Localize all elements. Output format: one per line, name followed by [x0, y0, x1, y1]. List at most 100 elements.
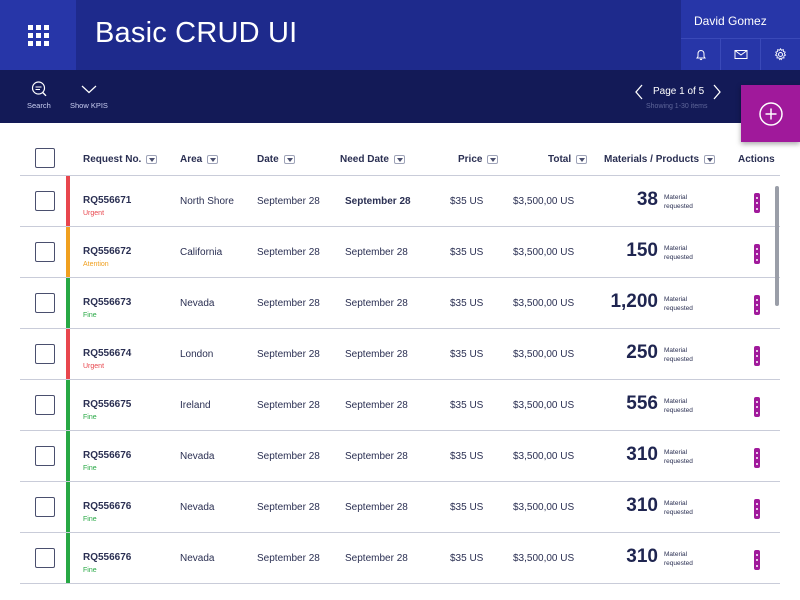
kebab-dot: [756, 360, 758, 363]
price-cell: $35 US: [450, 247, 484, 258]
row-checkbox[interactable]: [35, 191, 55, 211]
materials-label: Material requested: [664, 550, 693, 568]
table-row[interactable]: RQ556673 Fine Nevada September 28 Septem…: [20, 278, 780, 329]
table-header: Request No. Area Date Need Date Price To…: [20, 142, 780, 176]
kebab-dot: [756, 258, 758, 261]
user-panel: David Gomez: [681, 0, 800, 70]
row-checkbox[interactable]: [35, 548, 55, 568]
row-actions-button[interactable]: [754, 397, 760, 417]
request-number[interactable]: RQ556676: [83, 501, 132, 512]
row-checkbox[interactable]: [35, 344, 55, 364]
table-row[interactable]: RQ556672 Atention California September 2…: [20, 227, 780, 278]
kebab-dot: [756, 508, 758, 510]
sort-icon[interactable]: [704, 155, 716, 164]
column-area[interactable]: Area: [180, 154, 219, 165]
status-indicator: [66, 533, 70, 583]
request-number[interactable]: RQ556674: [83, 348, 132, 359]
status-label: Fine: [83, 516, 97, 523]
row-actions-button[interactable]: [754, 244, 760, 264]
materials-label: Material requested: [664, 448, 693, 466]
table-body: RQ556671 Urgent North Shore September 28…: [20, 176, 780, 584]
request-number[interactable]: RQ556672: [83, 246, 132, 257]
column-actions-label: Actions: [738, 154, 775, 165]
user-name[interactable]: David Gomez: [694, 14, 767, 28]
materials-label-line-1: Material: [664, 551, 688, 558]
column-date[interactable]: Date: [257, 154, 295, 165]
price-cell: $35 US: [450, 451, 484, 462]
date-cell: September 28: [257, 553, 320, 564]
request-number[interactable]: RQ556676: [83, 450, 132, 461]
status-label: Fine: [83, 567, 97, 574]
sort-icon[interactable]: [207, 155, 219, 164]
kebab-dot: [756, 207, 758, 210]
row-checkbox[interactable]: [35, 446, 55, 466]
sort-icon[interactable]: [487, 155, 499, 164]
sort-icon[interactable]: [576, 155, 588, 164]
row-actions-button[interactable]: [754, 193, 760, 213]
column-request[interactable]: Request No.: [83, 154, 158, 165]
price-cell: $35 US: [450, 349, 484, 360]
kebab-dot: [756, 298, 758, 301]
request-number[interactable]: RQ556675: [83, 399, 132, 410]
row-actions-button[interactable]: [754, 499, 760, 519]
area-cell: Nevada: [180, 502, 215, 513]
table-row[interactable]: RQ556674 Urgent London September 28 Sept…: [20, 329, 780, 380]
show-kpis-button[interactable]: Show KPIS: [70, 80, 108, 110]
status-indicator: [66, 380, 70, 430]
status-indicator: [66, 227, 70, 277]
row-actions-button[interactable]: [754, 346, 760, 366]
kebab-dot: [756, 309, 758, 312]
column-need-date[interactable]: Need Date: [340, 154, 405, 165]
materials-label-line-2: requested: [664, 356, 693, 363]
sort-icon[interactable]: [146, 155, 158, 164]
request-number[interactable]: RQ556673: [83, 297, 132, 308]
kebab-dot: [756, 304, 758, 306]
materials-label-line-2: requested: [664, 254, 693, 261]
select-all-checkbox[interactable]: [35, 148, 55, 168]
sort-icon[interactable]: [393, 155, 405, 164]
chevron-right-icon[interactable]: [711, 83, 723, 101]
row-checkbox[interactable]: [35, 395, 55, 415]
messages-button[interactable]: [721, 39, 761, 70]
add-request-button[interactable]: [741, 85, 800, 142]
kebab-dot: [756, 451, 758, 454]
need-date-cell: September 28: [345, 451, 408, 462]
table-row[interactable]: RQ556676 Fine Nevada September 28 Septem…: [20, 431, 780, 482]
column-price[interactable]: Price: [458, 154, 499, 165]
materials-count: 556: [626, 393, 658, 414]
table-row[interactable]: RQ556675 Fine Ireland September 28 Septe…: [20, 380, 780, 431]
row-actions-button[interactable]: [754, 295, 760, 315]
materials-label-line-2: requested: [664, 458, 693, 465]
status-indicator: [66, 278, 70, 328]
search-button[interactable]: Search: [27, 80, 51, 110]
total-cell: $3,500,00 US: [513, 349, 575, 360]
notifications-button[interactable]: [681, 39, 721, 70]
need-date-cell: September 28: [345, 400, 408, 411]
row-checkbox[interactable]: [35, 242, 55, 262]
column-materials[interactable]: Materials / Products: [604, 154, 716, 165]
table-row[interactable]: RQ556671 Urgent North Shore September 28…: [20, 176, 780, 227]
chevron-left-icon[interactable]: [633, 83, 645, 101]
table-row[interactable]: RQ556676 Fine Nevada September 28 Septem…: [20, 482, 780, 533]
row-checkbox[interactable]: [35, 497, 55, 517]
header-icon-bar: [681, 38, 800, 70]
apps-menu-button[interactable]: [0, 0, 76, 70]
request-number[interactable]: RQ556671: [83, 195, 132, 206]
area-cell: North Shore: [180, 196, 234, 207]
row-checkbox[interactable]: [35, 293, 55, 313]
status-label: Atention: [83, 261, 109, 268]
column-total[interactable]: Total: [548, 154, 588, 165]
date-cell: September 28: [257, 298, 320, 309]
total-cell: $3,500,00 US: [513, 502, 575, 513]
kebab-dot: [756, 406, 758, 408]
date-cell: September 28: [257, 349, 320, 360]
request-number[interactable]: RQ556676: [83, 552, 132, 563]
sort-icon[interactable]: [283, 155, 295, 164]
price-cell: $35 US: [450, 553, 484, 564]
row-actions-button[interactable]: [754, 550, 760, 570]
table-row[interactable]: RQ556676 Fine Nevada September 28 Septem…: [20, 533, 780, 584]
settings-button[interactable]: [761, 39, 800, 70]
scrollbar[interactable]: [775, 186, 779, 306]
materials-label-line-1: Material: [664, 194, 688, 201]
row-actions-button[interactable]: [754, 448, 760, 468]
